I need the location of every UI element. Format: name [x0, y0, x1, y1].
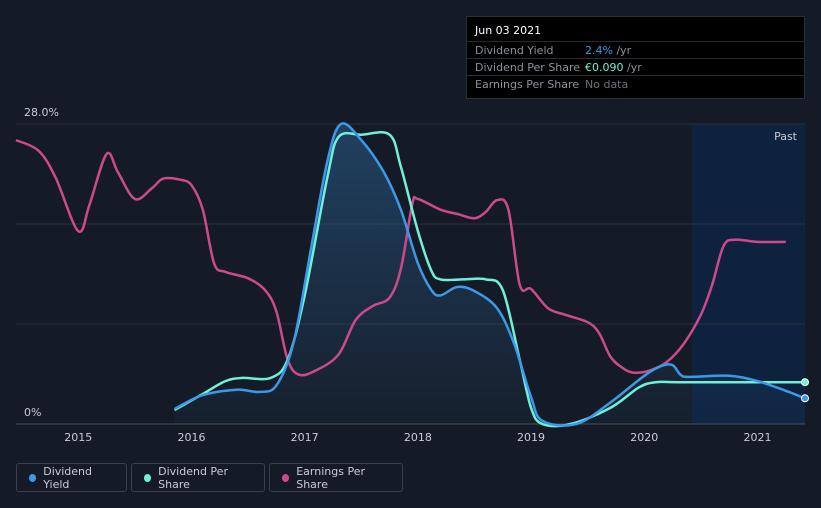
x-tick-label: 2016 — [177, 431, 205, 444]
x-tick-label: 2015 — [64, 431, 92, 444]
x-tick-label: 2021 — [743, 431, 771, 444]
tooltip-row-dividend-yield: Dividend Yield 2.4% /yr — [467, 41, 804, 59]
legend-dot-icon — [29, 473, 37, 482]
tooltip-value-number: €0.090 — [585, 61, 624, 74]
tooltip-value-number: 2.4% — [585, 44, 613, 57]
tooltip-row-earnings-per-share: Earnings Per Share No data — [467, 75, 804, 93]
past-region — [691, 124, 805, 424]
tooltip-date: Jun 03 2021 — [475, 24, 542, 37]
tooltip-unit: /yr — [612, 44, 632, 57]
dividend-yield-area — [174, 123, 806, 426]
tooltip-label: Dividend Per Share — [475, 61, 581, 74]
legend-item-dividend-yield[interactable]: Dividend Yield — [16, 463, 127, 492]
tooltip-label: Earnings Per Share — [475, 78, 580, 91]
dividend-yield-end-marker — [801, 394, 809, 403]
x-tick-label: 2017 — [291, 431, 319, 444]
x-tick-label: 2019 — [517, 431, 545, 444]
tooltip-value-number: No data — [585, 78, 629, 91]
x-tick-label: 2018 — [404, 431, 432, 444]
tooltip-label: Dividend Yield — [475, 44, 554, 57]
x-tick-label: 2020 — [630, 431, 658, 444]
legend-dot-icon — [144, 473, 152, 482]
x-axis: 2015 2016 2017 2018 2019 2020 2021 — [64, 431, 771, 444]
tooltip-value: €0.090 /yr — [585, 61, 642, 74]
dividend-yield-line — [173, 122, 806, 427]
legend-label: Dividend Per Share — [158, 464, 228, 491]
tooltip-unit: /yr — [623, 61, 642, 74]
legend-item-earnings-per-share[interactable]: Earnings Per Share — [269, 463, 403, 492]
tooltip-row-dividend-per-share: Dividend Per Share €0.090 /yr — [467, 58, 804, 76]
dividend-per-share-end-marker — [801, 378, 809, 387]
legend-item-dividend-per-share[interactable]: Dividend Per Share — [131, 463, 265, 492]
series-layer — [15, 122, 809, 428]
past-label: Past — [774, 130, 798, 143]
y-tick-label-max: 28.0% — [24, 106, 59, 119]
tooltip-value: No data — [585, 78, 628, 91]
dividend-per-share-line — [173, 131, 805, 428]
tooltip: Jun 03 2021 Dividend Yield 2.4% /yr Divi… — [466, 16, 805, 99]
tooltip-value: 2.4% /yr — [585, 44, 631, 57]
y-tick-label-min: 0% — [24, 406, 41, 419]
legend-label: Dividend Yield — [43, 464, 93, 491]
legend-label: Earnings Per Share — [296, 464, 365, 491]
legend-dot-icon — [282, 473, 290, 482]
